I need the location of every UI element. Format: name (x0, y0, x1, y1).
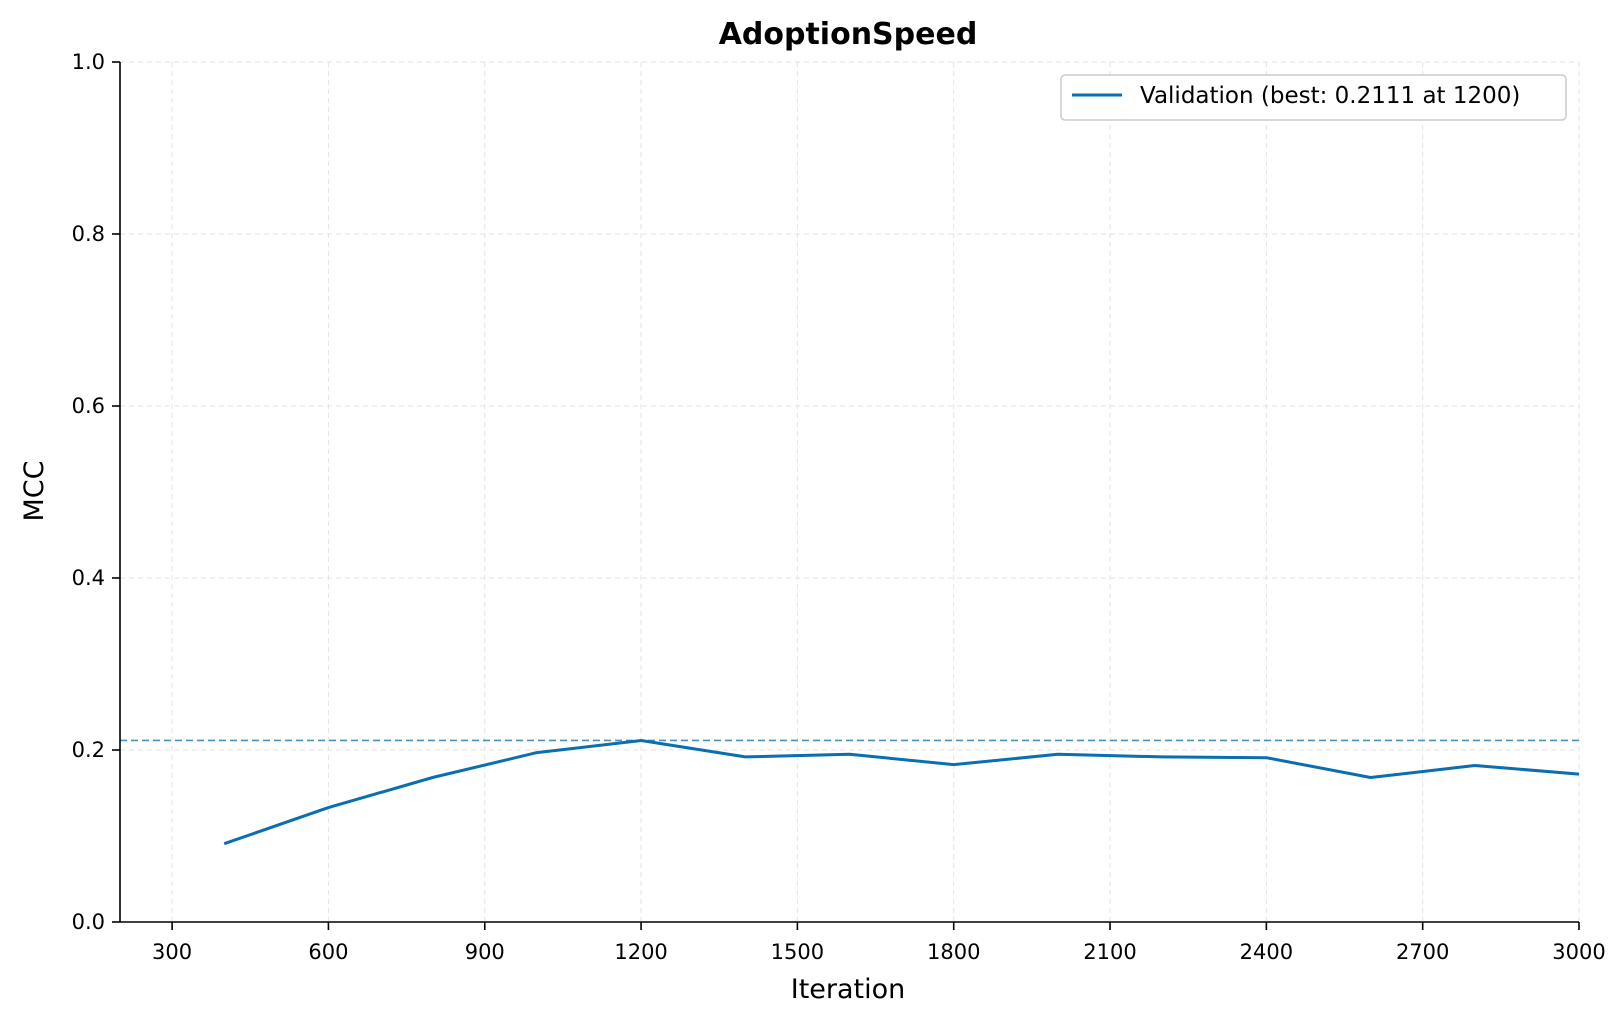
x-tick-label: 900 (465, 940, 505, 964)
legend-label: Validation (best: 0.2111 at 1200) (1140, 83, 1520, 109)
x-axis-label: Iteration (791, 974, 906, 1005)
x-tick-label: 1800 (927, 940, 980, 964)
x-tick-label: 1200 (614, 940, 667, 964)
y-tick-label: 1.0 (72, 50, 105, 74)
axes (119, 62, 1579, 923)
y-tick-label: 0.4 (72, 566, 105, 590)
y-tick-label: 0.8 (72, 222, 105, 246)
x-tick-label: 2400 (1240, 940, 1293, 964)
series-layer (223, 739, 1580, 846)
x-tick-label: 2100 (1083, 940, 1136, 964)
y-tick-label: 0.6 (72, 394, 105, 418)
x-tick-label: 300 (152, 940, 192, 964)
grid (120, 61, 1580, 923)
x-tick-label: 3000 (1552, 940, 1605, 964)
legend: Validation (best: 0.2111 at 1200) (1060, 74, 1567, 121)
ticks: 300 600 900 1200 1500 1800 2100 2400 2700 3000 0.0… (72, 50, 1606, 964)
validation-series-line (223, 739, 1580, 846)
y-tick-label: 0.2 (72, 738, 105, 762)
chart-title: AdoptionSpeed (719, 17, 978, 52)
x-tick-label: 1500 (771, 940, 824, 964)
y-axis-label: MCC (19, 460, 50, 521)
x-tick-label: 600 (308, 940, 348, 964)
y-tick-label: 0.0 (72, 910, 105, 934)
legend-box (1060, 74, 1567, 121)
x-tick-label: 2700 (1396, 940, 1449, 964)
